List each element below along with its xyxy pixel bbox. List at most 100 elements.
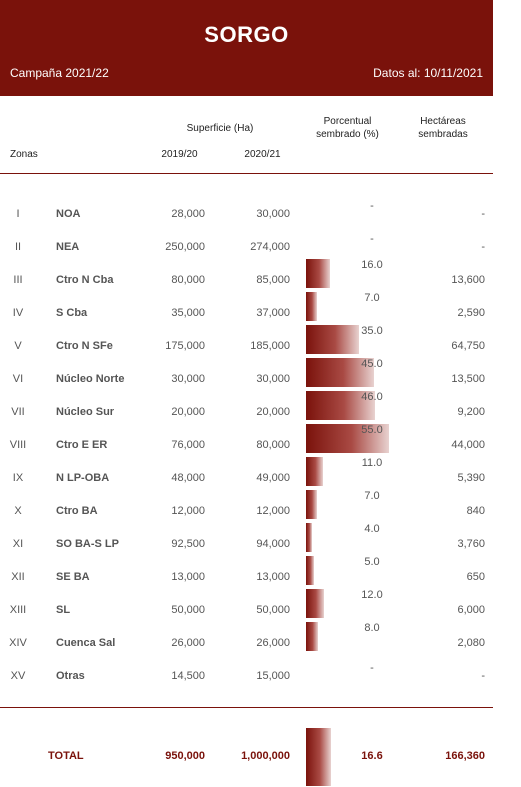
superficie-2020-21: 274,000 — [250, 241, 290, 253]
pct-sembrado: 7.0 — [364, 292, 380, 304]
pct-sembrado: 4.0 — [364, 523, 380, 535]
pct-header: Porcentual sembrado (%) — [300, 115, 395, 141]
pct-sembrado: 8.0 — [364, 622, 380, 634]
hectareas-sembradas: - — [481, 670, 485, 682]
superficie-2020-21: 85,000 — [256, 274, 290, 286]
superficie-2019-20: 175,000 — [165, 340, 205, 352]
hectareas-sembradas: 64,750 — [451, 340, 485, 352]
pct-sembrado: 5.0 — [364, 556, 380, 568]
ha-header-line1: Hectáreas — [420, 116, 466, 127]
pct-bar — [306, 457, 323, 486]
superficie-header: Superficie (Ha) — [186, 123, 254, 134]
zone-name: Ctro BA — [56, 505, 98, 517]
total-pct: 16.6 — [361, 750, 383, 762]
zone-number: III — [13, 274, 23, 286]
total-year2: 1,000,000 — [241, 750, 290, 762]
pct-sembrado: - — [370, 662, 374, 674]
zone-number: VIII — [9, 439, 27, 451]
hectareas-sembradas: 13,600 — [451, 274, 485, 286]
pct-sembrado: - — [370, 200, 374, 212]
superficie-2020-21: 13,000 — [256, 571, 290, 583]
zone-number: VII — [11, 406, 25, 418]
superficie-2020-21: 30,000 — [256, 373, 290, 385]
total-year1: 950,000 — [165, 750, 205, 762]
pct-sembrado: 16.0 — [361, 259, 383, 271]
pct-header-line1: Porcentual — [323, 116, 372, 127]
zone-number: XV — [10, 670, 26, 682]
superficie-2020-21: 94,000 — [256, 538, 290, 550]
zone-number: II — [14, 241, 22, 253]
superficie-2019-20: 30,000 — [171, 373, 205, 385]
superficie-2020-21: 12,000 — [256, 505, 290, 517]
pct-sembrado: 35.0 — [361, 325, 383, 337]
pct-bar — [306, 556, 314, 585]
ha-header: Hectáreas sembradas — [403, 115, 483, 141]
zone-number: IX — [12, 472, 24, 484]
superficie-2020-21: 49,000 — [256, 472, 290, 484]
zone-number: XI — [12, 538, 24, 550]
superficie-2019-20: 76,000 — [171, 439, 205, 451]
zone-name: Ctro N SFe — [56, 340, 113, 352]
pct-sembrado: 11.0 — [361, 457, 383, 469]
total-bar — [306, 728, 331, 786]
zone-number: I — [16, 208, 20, 220]
superficie-2020-21: 80,000 — [256, 439, 290, 451]
superficie-2019-20: 35,000 — [171, 307, 205, 319]
zone-name: NEA — [56, 241, 80, 253]
zone-name: Núcleo Sur — [56, 406, 115, 418]
hectareas-sembradas: 6,000 — [457, 604, 485, 616]
pct-bar — [306, 490, 317, 519]
year2-header: 2020/21 — [244, 149, 281, 160]
hectareas-sembradas: - — [481, 208, 485, 220]
hectareas-sembradas: 5,390 — [457, 472, 485, 484]
zone-name: Otras — [56, 670, 85, 682]
zone-name: SO BA-S LP — [56, 538, 119, 550]
year1-header: 2019/20 — [161, 149, 198, 160]
superficie-2019-20: 14,500 — [171, 670, 205, 682]
zone-name: SL — [56, 604, 71, 616]
superficie-2020-21: 20,000 — [256, 406, 290, 418]
superficie-2020-21: 185,000 — [250, 340, 290, 352]
total-label: TOTAL — [48, 750, 84, 762]
page-title: SORGO — [204, 22, 289, 47]
superficie-2020-21: 50,000 — [256, 604, 290, 616]
superficie-2020-21: 26,000 — [256, 637, 290, 649]
hectareas-sembradas: 13,500 — [451, 373, 485, 385]
hectareas-sembradas: 44,000 — [451, 439, 485, 451]
pct-bar — [306, 292, 317, 321]
pct-bar — [306, 523, 312, 552]
zone-name: SE BA — [56, 571, 90, 583]
hectareas-sembradas: - — [481, 241, 485, 253]
hectareas-sembradas: 3,760 — [457, 538, 485, 550]
pct-sembrado: 7.0 — [364, 490, 380, 502]
superficie-2019-20: 80,000 — [171, 274, 205, 286]
zone-name: Ctro E ER — [56, 439, 108, 451]
zone-number: IV — [12, 307, 24, 319]
superficie-2019-20: 50,000 — [171, 604, 205, 616]
pct-sembrado: 46.0 — [361, 391, 383, 403]
superficie-2019-20: 28,000 — [171, 208, 205, 220]
superficie-2019-20: 250,000 — [165, 241, 205, 253]
zone-number: V — [14, 340, 22, 352]
header-banner: SORGO Campaña 2021/22 Datos al: 10/11/20… — [0, 0, 493, 96]
zone-name: N LP-OBA — [56, 472, 110, 484]
superficie-2019-20: 20,000 — [171, 406, 205, 418]
pct-header-line2: sembrado (%) — [316, 129, 379, 140]
pct-bar — [306, 589, 324, 618]
pct-bar — [306, 622, 318, 651]
zone-number: XIV — [9, 637, 27, 649]
zone-number: XII — [11, 571, 25, 583]
pct-sembrado: 12.0 — [361, 589, 383, 601]
pct-sembrado: 55.0 — [361, 424, 383, 436]
zone-name: Cuenca Sal — [56, 637, 116, 649]
superficie-2020-21: 37,000 — [256, 307, 290, 319]
superficie-2019-20: 48,000 — [171, 472, 205, 484]
superficie-2019-20: 92,500 — [171, 538, 205, 550]
date-label: Datos al: 10/11/2021 — [373, 66, 483, 80]
hectareas-sembradas: 2,080 — [457, 637, 485, 649]
zone-name: NOA — [56, 208, 81, 220]
zone-name: Ctro N Cba — [56, 274, 114, 286]
superficie-2020-21: 30,000 — [256, 208, 290, 220]
zone-name: Núcleo Norte — [56, 373, 125, 385]
pct-bar — [306, 325, 359, 354]
